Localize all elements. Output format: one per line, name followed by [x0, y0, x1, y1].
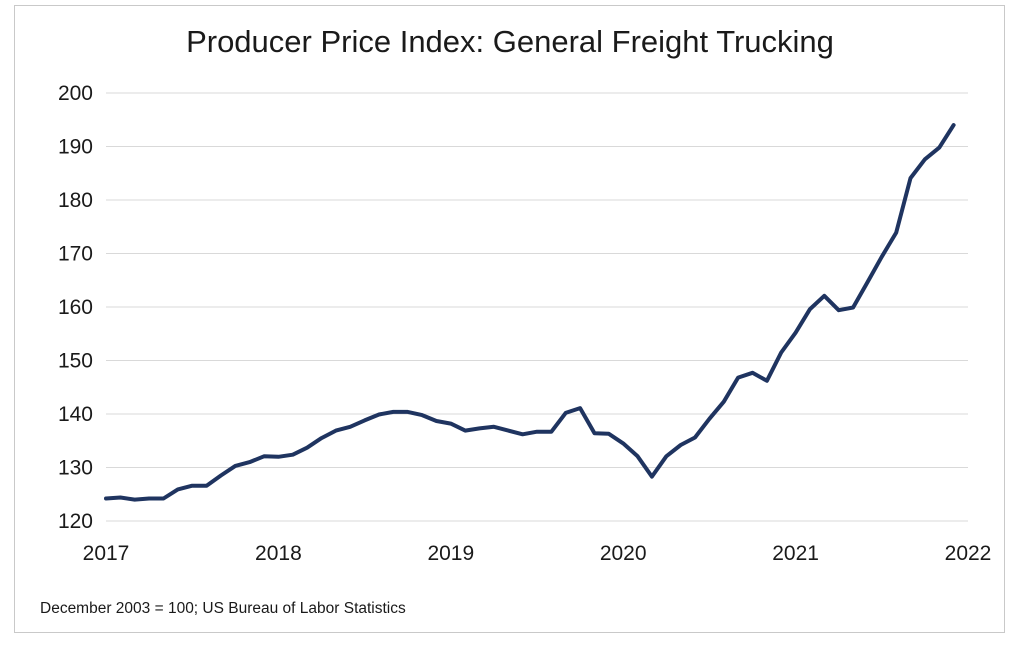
y-tick-label: 180	[58, 189, 93, 212]
series-line	[104, 123, 956, 502]
chart-frame	[14, 5, 1005, 633]
y-tick-label: 140	[58, 403, 93, 426]
x-tick-label: 2018	[255, 542, 302, 565]
x-tick-label: 2022	[945, 542, 992, 565]
y-tick-label: 160	[58, 296, 93, 319]
chart-title: Producer Price Index: General Freight Tr…	[186, 24, 834, 59]
y-tick-label: 200	[58, 82, 93, 105]
x-tick-label: 2019	[427, 542, 474, 565]
gridlines	[106, 92, 968, 522]
y-tick-label: 190	[58, 136, 93, 159]
y-axis-labels: 120 130 140 150 160 170 180 190 200	[58, 82, 93, 533]
y-tick-label: 170	[58, 243, 93, 266]
x-tick-label: 2017	[83, 542, 130, 565]
x-axis-labels: 2017 2018 2019 2020 2021 2022	[83, 542, 992, 565]
x-tick-label: 2020	[600, 542, 647, 565]
y-tick-label: 120	[58, 510, 93, 533]
x-tick-label: 2021	[772, 542, 819, 565]
y-tick-label: 130	[58, 457, 93, 480]
y-tick-label: 150	[58, 350, 93, 373]
source-note: December 2003 = 100; US Bureau of Labor …	[40, 600, 406, 617]
